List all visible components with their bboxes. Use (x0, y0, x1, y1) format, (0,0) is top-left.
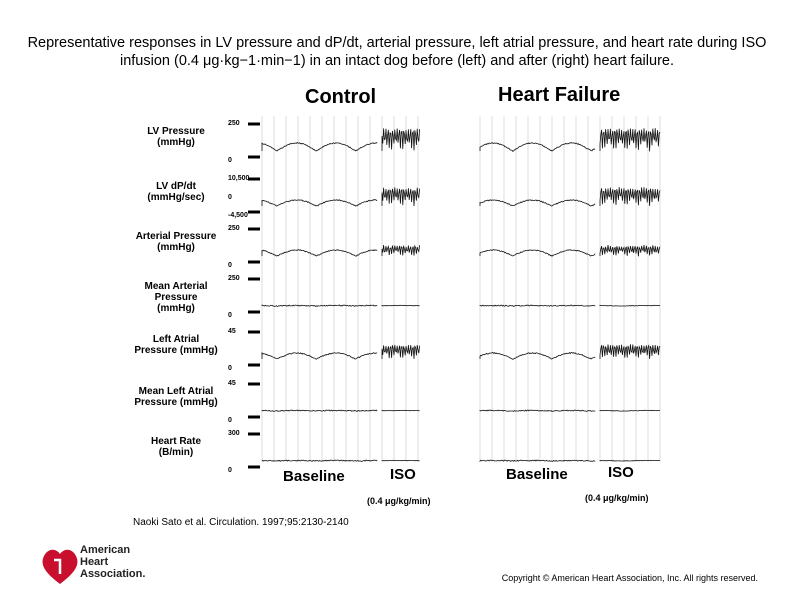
trace-hf-baseline-5 (480, 410, 595, 412)
citation: Naoki Sato et al. Circulation. 1997;95:2… (133, 517, 349, 528)
row-label-6: Heart Rate (B/min) (120, 436, 232, 458)
xlabel-iso-control: ISO (390, 466, 416, 483)
logo-line-2: Heart (80, 556, 145, 568)
xlabel-baseline-control: Baseline (283, 468, 345, 485)
row-label-5: Mean Left Atrial Pressure (mmHg) (120, 386, 232, 408)
trace-control-baseline-0 (262, 143, 377, 152)
dose-control: (0.4 μg/kg/min) (367, 496, 431, 506)
xlabel-iso-hf: ISO (608, 464, 634, 481)
trace-control-iso-3 (382, 305, 420, 306)
trace-hf-iso-5 (600, 410, 660, 411)
row-4-tick-1: 0 (228, 365, 232, 372)
trace-control-baseline-1 (262, 200, 377, 207)
row-5-tick-1: 0 (228, 417, 232, 424)
trace-hf-baseline-1 (480, 200, 595, 206)
row-3-tick-0: 250 (228, 275, 240, 282)
row-0-tick-1: 0 (228, 157, 232, 164)
row-1-tick-0: 10,500 (228, 175, 249, 182)
trace-hf-baseline-2 (480, 250, 595, 257)
row-label-4: Left Atrial Pressure (mmHg) (120, 334, 232, 356)
trace-hf-iso-2 (600, 245, 660, 256)
trace-hf-baseline-6 (480, 460, 595, 461)
copyright: Copyright © American Heart Association, … (502, 573, 758, 583)
row-4-tick-0: 45 (228, 328, 236, 335)
row-label-3: Mean Arterial Pressure (mmHg) (120, 281, 232, 314)
row-3-tick-1: 0 (228, 312, 232, 319)
trace-hf-iso-4 (600, 344, 660, 359)
row-1-tick-2: -4,500 (228, 212, 248, 219)
row-5-tick-0: 45 (228, 380, 236, 387)
row-label-0: LV Pressure (mmHg) (120, 126, 232, 148)
trace-hf-iso-0 (600, 128, 660, 151)
trace-control-iso-5 (382, 410, 420, 411)
trace-control-iso-6 (382, 460, 420, 461)
trace-hf-iso-6 (600, 460, 660, 461)
trace-control-baseline-2 (262, 250, 377, 257)
trace-control-iso-1 (382, 187, 420, 206)
trace-control-iso-2 (382, 245, 420, 256)
logo-line-1: American (80, 544, 145, 556)
trace-control-baseline-6 (262, 460, 377, 461)
trace-hf-iso-1 (600, 187, 660, 206)
logo-line-3: Association. (80, 568, 145, 580)
figure: Control Heart Failure LV Pressure (mmHg) 2… (120, 80, 680, 510)
trace-control-iso-4 (382, 345, 420, 359)
figure-caption: Representative responses in LV pressure … (20, 34, 774, 70)
row-1-tick-1: 0 (228, 194, 232, 201)
row-2-tick-1: 0 (228, 262, 232, 269)
xlabel-baseline-hf: Baseline (506, 466, 568, 483)
row-2-tick-0: 250 (228, 225, 240, 232)
logo-text: American Heart Association. (80, 544, 145, 580)
trace-hf-baseline-3 (480, 305, 595, 306)
row-label-2: Arterial Pressure (mmHg) (120, 231, 232, 253)
trace-control-baseline-3 (262, 305, 377, 306)
trace-hf-iso-3 (600, 305, 660, 306)
row-6-tick-1: 0 (228, 467, 232, 474)
dose-hf: (0.4 μg/kg/min) (585, 493, 649, 503)
row-label-1: LV dP/dt (mmHg/sec) (120, 181, 232, 203)
trace-hf-baseline-4 (480, 353, 595, 360)
row-6-tick-0: 300 (228, 430, 240, 437)
trace-control-baseline-5 (262, 410, 377, 411)
trace-control-iso-0 (382, 128, 420, 151)
row-0-tick-0: 250 (228, 120, 240, 127)
trace-control-baseline-4 (262, 353, 377, 360)
trace-hf-baseline-0 (480, 143, 595, 152)
